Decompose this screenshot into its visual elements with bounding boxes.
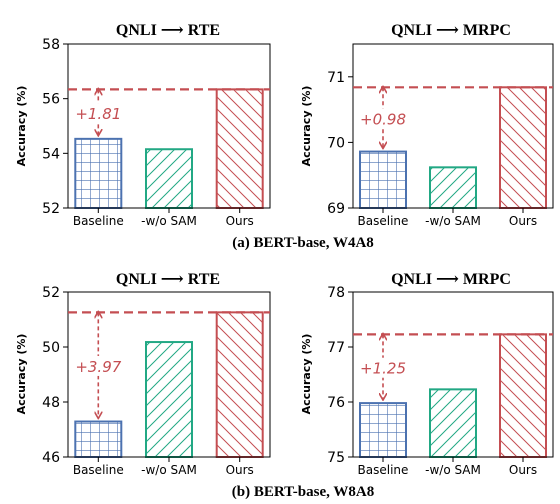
plot-frame [352, 291, 554, 458]
x-tick-label: Ours [226, 463, 254, 477]
chart-panel-2: QNLI ⟶ MRPC Accuracy (%) 69 70 71 Baseline -w/… [300, 22, 554, 228]
y-tick-label: 56 [42, 92, 60, 108]
y-tick-label: 75 [327, 450, 345, 466]
y-tick-label: 58 [42, 37, 60, 53]
gain-label: +1.81 [75, 105, 121, 123]
y-tick-label: 52 [42, 201, 60, 217]
y-tick-label: 70 [327, 135, 345, 151]
y-axis-label: Accuracy (%) [300, 86, 313, 167]
x-tick-label: Baseline [358, 463, 409, 477]
bar-baseline [359, 402, 407, 459]
x-tick-label: Baseline [73, 214, 124, 228]
gain-label: +1.25 [360, 360, 406, 378]
y-tick-label: 71 [327, 70, 345, 86]
y-tick-label: 76 [327, 395, 345, 411]
chart-title: QNLI ⟶ MRPC [391, 271, 511, 288]
x-tick-label: -w/o SAM [141, 463, 197, 477]
caption-b: (b) BERT-base, W8A8 [232, 484, 374, 500]
y-tick-label: 52 [42, 285, 60, 301]
y-axis-label: Accuracy (%) [300, 334, 313, 415]
y-tick-label: 48 [42, 395, 60, 411]
chart-title: QNLI ⟶ RTE [116, 271, 220, 288]
y-tick-label: 50 [42, 340, 60, 356]
x-tick-label: Ours [509, 214, 537, 228]
chart-panel-4: QNLI ⟶ MRPC Accuracy (%) 75 76 77 78 Baseline -… [300, 271, 554, 477]
y-tick-label: 69 [327, 201, 345, 217]
y-tick-label: 78 [327, 285, 345, 301]
bar-baseline [74, 420, 123, 458]
plot-frame [67, 43, 271, 209]
x-tick-label: Baseline [73, 463, 124, 477]
x-tick-label: -w/o SAM [141, 214, 197, 228]
y-axis-label: Accuracy (%) [15, 334, 28, 415]
bar-baseline [359, 150, 407, 209]
x-tick-label: Baseline [358, 214, 409, 228]
x-tick-label: -w/o SAM [425, 214, 481, 228]
bar-wo-sam [429, 166, 477, 210]
bar-baseline [74, 137, 123, 209]
plot-frame [352, 43, 554, 209]
bar-wo-sam [145, 341, 193, 458]
x-tick-label: Ours [509, 463, 537, 477]
y-tick-label: 46 [42, 450, 60, 466]
gain-label: +0.98 [360, 110, 406, 128]
bar-ours [499, 86, 547, 209]
chart-title: QNLI ⟶ RTE [116, 22, 220, 39]
gain-label-bg [363, 108, 403, 129]
chart-title: QNLI ⟶ MRPC [391, 22, 511, 39]
y-tick-label: 77 [327, 340, 345, 356]
caption-a: (a) BERT-base, W4A8 [232, 235, 374, 251]
bar-ours [215, 311, 264, 458]
chart-panel-3: QNLI ⟶ RTE Accuracy (%) 46 48 50 52 Baseline -w… [15, 271, 271, 477]
gain-label-bg [363, 357, 403, 378]
gain-label: +3.97 [75, 358, 121, 376]
x-tick-label: -w/o SAM [425, 463, 481, 477]
plot-frame [67, 291, 271, 458]
gain-label-bg [78, 103, 119, 124]
x-tick-label: Ours [226, 214, 254, 228]
gain-label-bg [78, 355, 119, 376]
y-tick-label: 54 [42, 146, 60, 162]
bar-ours [499, 333, 547, 459]
bar-wo-sam [429, 388, 477, 459]
chart-panel-1: QNLI ⟶ RTE Accuracy (%) 52 54 56 58 Baseline -w… [15, 22, 271, 228]
bar-ours [215, 88, 264, 209]
bar-wo-sam [145, 148, 193, 210]
y-axis-label: Accuracy (%) [15, 86, 28, 167]
